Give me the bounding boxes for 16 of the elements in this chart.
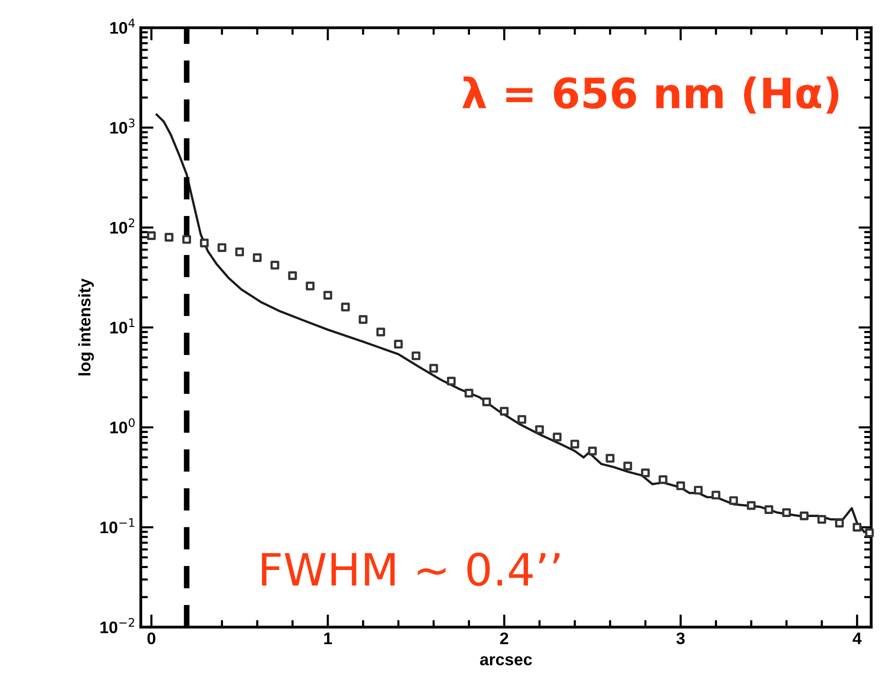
x-axis-title: arcsec <box>480 656 532 666</box>
annotation: FWHM ~ 0.4’’ <box>262 552 560 586</box>
y-tick-label: 10$^{−1}$ <box>100 518 134 534</box>
x-tick-label: 4 <box>852 632 862 644</box>
x-tick-label: 1 <box>324 632 332 644</box>
y-axis-title: log intensity <box>78 278 94 376</box>
annotation: λ = 656 nm (Hα) <box>462 76 838 114</box>
y-tick-label: 10$^{0}$ <box>110 418 135 434</box>
y-tick-label: 10$^{−2}$ <box>100 618 134 634</box>
y-tick-label: 10$^{2}$ <box>110 218 134 234</box>
x-tick-label: 0 <box>147 632 156 644</box>
y-tick-label: 10$^{4}$ <box>110 18 135 34</box>
x-tick-label: 2 <box>500 632 508 644</box>
y-tick-label: 10$^{1}$ <box>110 318 134 334</box>
y-tick-label: 10$^{3}$ <box>110 118 134 134</box>
x-tick-label: 3 <box>676 632 685 644</box>
